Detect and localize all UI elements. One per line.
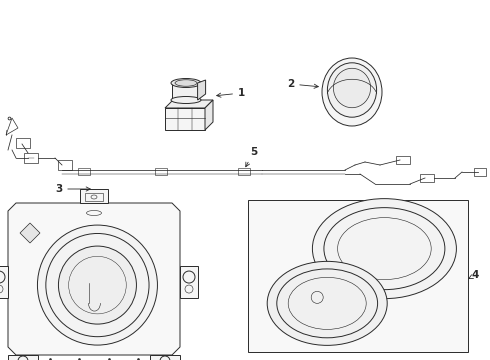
Polygon shape <box>420 174 434 182</box>
Polygon shape <box>205 100 213 130</box>
Ellipse shape <box>322 58 382 126</box>
Polygon shape <box>180 266 198 298</box>
Ellipse shape <box>313 199 456 299</box>
Polygon shape <box>197 80 206 100</box>
Polygon shape <box>8 203 180 355</box>
Ellipse shape <box>327 63 377 117</box>
Polygon shape <box>58 160 72 170</box>
Polygon shape <box>20 223 40 243</box>
Text: 3: 3 <box>55 184 90 194</box>
Text: 5: 5 <box>246 147 257 167</box>
Polygon shape <box>248 200 468 352</box>
Polygon shape <box>150 355 180 360</box>
Polygon shape <box>172 83 197 100</box>
Polygon shape <box>165 108 205 130</box>
Polygon shape <box>474 168 486 176</box>
Text: 4: 4 <box>469 270 479 280</box>
Ellipse shape <box>267 261 387 345</box>
Polygon shape <box>396 156 410 164</box>
Polygon shape <box>165 100 213 108</box>
Circle shape <box>58 246 136 324</box>
Ellipse shape <box>175 80 197 86</box>
Polygon shape <box>8 355 38 360</box>
Polygon shape <box>16 138 30 148</box>
Text: 2: 2 <box>287 79 318 89</box>
Polygon shape <box>24 153 38 163</box>
Ellipse shape <box>171 96 201 104</box>
Polygon shape <box>80 189 108 203</box>
Circle shape <box>37 225 157 345</box>
Ellipse shape <box>171 78 201 87</box>
Text: 1: 1 <box>217 88 245 98</box>
Polygon shape <box>155 168 167 175</box>
Polygon shape <box>0 266 8 298</box>
Polygon shape <box>238 168 250 175</box>
Polygon shape <box>78 168 90 175</box>
Ellipse shape <box>333 68 370 108</box>
